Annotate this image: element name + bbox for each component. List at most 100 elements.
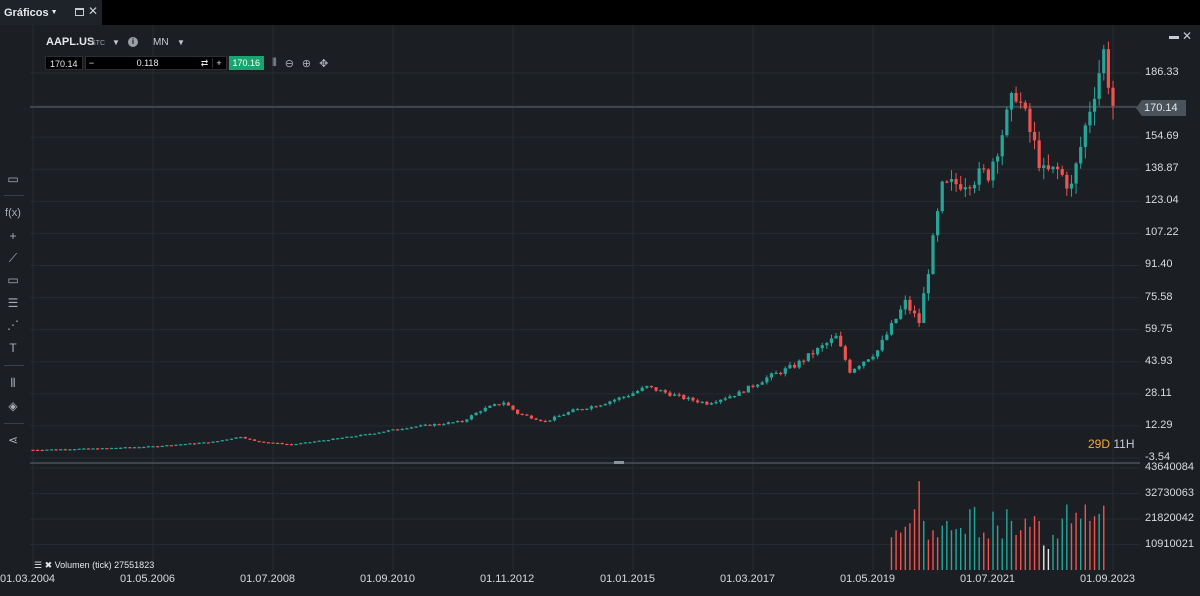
tab-graficos[interactable]: Gráficos ▼ ✕	[0, 0, 102, 25]
indicators-icon[interactable]: f(x)	[5, 207, 21, 219]
volume-legend-menu-icon[interactable]: ☰ ✖	[34, 560, 53, 570]
sell-price-button[interactable]: 170.14	[45, 56, 83, 70]
candle-body	[1000, 135, 1004, 157]
candle-body	[1046, 165, 1050, 170]
candle-body	[322, 440, 326, 442]
candle-body	[156, 446, 160, 448]
close-chart-icon[interactable]: ✕	[1182, 29, 1193, 43]
candle-body	[303, 442, 307, 444]
maximize-chart-icon[interactable]: ▬	[1169, 31, 1179, 42]
time-axis[interactable]	[0, 571, 1200, 596]
candle-body	[719, 399, 723, 403]
toolbar-divider	[4, 365, 24, 366]
candle-body	[991, 161, 995, 181]
candle-body	[497, 404, 501, 406]
candle-body	[866, 359, 870, 362]
candle-body	[917, 313, 921, 323]
candle-body	[806, 353, 810, 361]
candle-body	[123, 447, 127, 449]
volume-tick-label: 43640084	[1145, 461, 1194, 473]
timeframe-label[interactable]: MN	[153, 37, 169, 48]
volume-input[interactable]: 0.118	[136, 58, 159, 68]
candle-body	[599, 405, 603, 407]
candle-body	[474, 412, 478, 416]
candle-body	[1037, 140, 1041, 169]
candle-body	[608, 401, 612, 404]
candle-body	[959, 184, 963, 190]
pitchfork-icon[interactable]: ⋰	[7, 318, 19, 332]
volume-legend[interactable]: ☰ ✖ Volumen (tick) 27551823	[34, 560, 154, 571]
candle-body	[972, 184, 977, 189]
candle-body	[68, 449, 72, 451]
candle-body	[151, 446, 155, 448]
volume-tick-label: 21820042	[1145, 512, 1194, 524]
candle-body	[248, 438, 252, 440]
candle-body	[488, 405, 492, 408]
window-restore-icon[interactable]	[75, 8, 84, 16]
candle-body	[86, 448, 90, 450]
candle-body	[742, 391, 746, 393]
candle-body	[132, 447, 137, 449]
crosshair-icon[interactable]: +	[9, 229, 17, 243]
sync-icon[interactable]: ⇄	[200, 57, 209, 68]
candles-icon[interactable]: ⫴	[10, 376, 16, 390]
symbol-dropdown-icon[interactable]: ▼	[112, 38, 120, 47]
candle-body	[589, 406, 594, 409]
candle-body	[382, 431, 386, 433]
time-tick-label: 01.11.2012	[480, 573, 535, 585]
buy-price-button[interactable]: 170.16	[228, 56, 265, 70]
candle-body	[442, 424, 446, 426]
candle-body	[626, 396, 630, 398]
instrument-market: STC	[91, 40, 105, 47]
candle-body	[326, 439, 330, 442]
zoom-in-icon[interactable]: ⊕	[301, 57, 312, 70]
candle-body	[220, 440, 224, 442]
candle-body	[1083, 125, 1087, 147]
volume-decrease-button[interactable]: −	[88, 58, 95, 68]
candle-body	[922, 293, 926, 323]
candle-body	[82, 448, 86, 450]
candle-body	[746, 385, 750, 393]
zoom-out-icon[interactable]: ⊖	[284, 57, 294, 70]
candle-body	[571, 409, 575, 413]
candle-body	[119, 447, 123, 449]
text-tool-icon[interactable]: T	[9, 341, 17, 355]
candle-body	[700, 401, 704, 404]
candle-body	[446, 422, 450, 425]
candle-body	[1111, 87, 1115, 106]
candle-body	[340, 437, 344, 439]
candles-style-icon[interactable]: ⫴	[272, 56, 277, 69]
candle-body	[202, 442, 206, 444]
candle-body	[894, 318, 898, 324]
share-icon[interactable]: ⋖	[7, 433, 19, 447]
info-icon[interactable]: i	[128, 37, 138, 47]
chart-type-icon[interactable]: ▭	[7, 172, 19, 186]
candle-body	[308, 442, 312, 444]
volume-stepper[interactable]: − 0.118 ⇄ +	[84, 56, 227, 70]
tab-close-icon[interactable]: ✕	[88, 4, 99, 18]
candle-body	[266, 442, 270, 444]
candle-body	[114, 447, 118, 450]
candle-body	[696, 400, 700, 403]
candle-body	[566, 412, 570, 415]
layers-icon[interactable]: ◈	[8, 399, 18, 413]
candle-body	[359, 434, 363, 437]
tab-dropdown-icon[interactable]: ▼	[50, 9, 58, 16]
candle-body	[783, 368, 787, 374]
candle-body	[386, 430, 390, 432]
price-chart[interactable]	[30, 25, 1140, 570]
candle-body	[728, 396, 732, 399]
volume-increase-button[interactable]: +	[211, 58, 226, 68]
candle-body	[192, 443, 197, 445]
candle-body	[857, 365, 861, 369]
candle-body	[502, 402, 506, 405]
instrument-symbol[interactable]: AAPL.US	[46, 36, 95, 48]
candle-body	[1065, 174, 1069, 189]
timeframe-dropdown-icon[interactable]: ▼	[177, 38, 185, 47]
rectangle-icon[interactable]: ▭	[7, 273, 19, 287]
trendline-icon[interactable]: ⟋	[8, 251, 18, 265]
candle-body	[926, 274, 930, 294]
fibonacci-icon[interactable]: ☰	[7, 296, 19, 310]
move-icon[interactable]: ✥	[319, 57, 329, 70]
candle-body	[336, 438, 340, 440]
